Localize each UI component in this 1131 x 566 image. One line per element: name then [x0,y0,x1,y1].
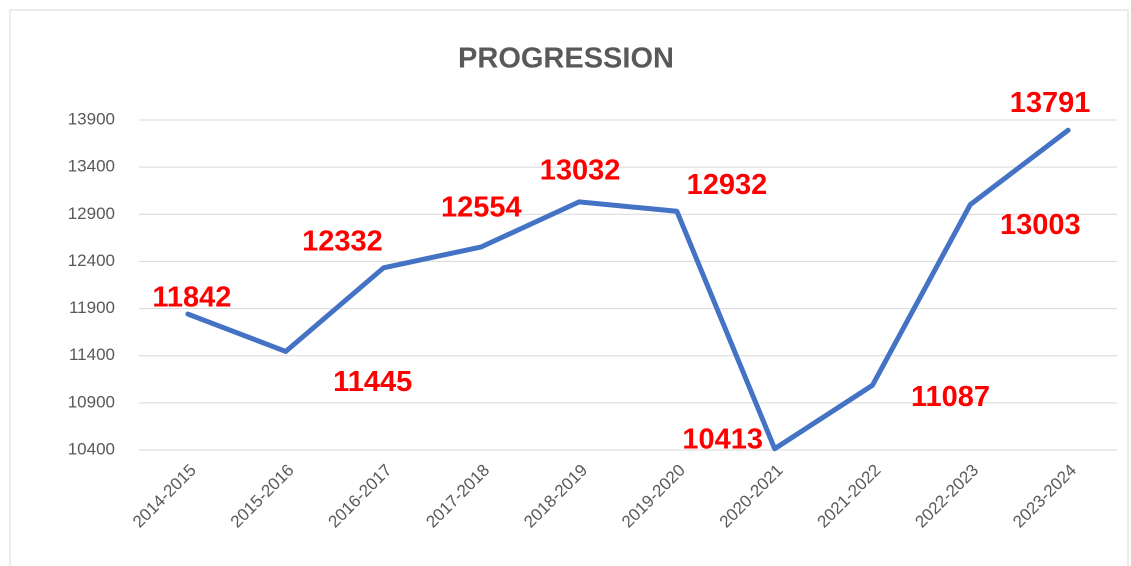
y-tick-label: 13900 [68,109,115,128]
x-tick-label: 2018-2019 [520,461,591,532]
data-label: 12332 [302,225,383,257]
x-tick-label: 2020-2021 [716,461,787,532]
chart-title: PROGRESSION [458,43,674,75]
y-tick-label: 12900 [68,204,115,223]
x-tick-label: 2017-2018 [422,461,493,532]
line-series [185,127,1071,452]
data-label: 12554 [441,192,522,224]
x-tick-label: 2015-2016 [227,461,298,532]
y-tick-label: 10400 [68,439,115,458]
x-tick-label: 2019-2020 [618,461,689,532]
x-tick-label: 2023-2024 [1009,461,1080,532]
x-tick-label: 2022-2023 [911,461,982,532]
data-label: 13791 [1010,87,1091,119]
data-label: 12932 [687,169,768,201]
data-label: 13032 [540,154,621,186]
data-label: 13003 [1000,209,1081,241]
x-tick-label: 2014-2015 [129,461,200,532]
x-tick-label: 2016-2017 [325,461,396,532]
data-label: 11445 [333,366,412,398]
x-tick-label: 2021-2022 [814,461,885,532]
y-tick-label: 12400 [68,251,115,270]
y-tick-label: 13400 [68,157,115,176]
data-label: 10413 [682,423,763,455]
y-tick-label: 11900 [69,298,115,317]
y-tick-label: 10900 [68,392,115,411]
chart-frame [9,9,1129,566]
data-label: 11842 [152,282,231,314]
data-label: 11087 [911,381,990,413]
y-tick-label: 11400 [69,345,115,364]
